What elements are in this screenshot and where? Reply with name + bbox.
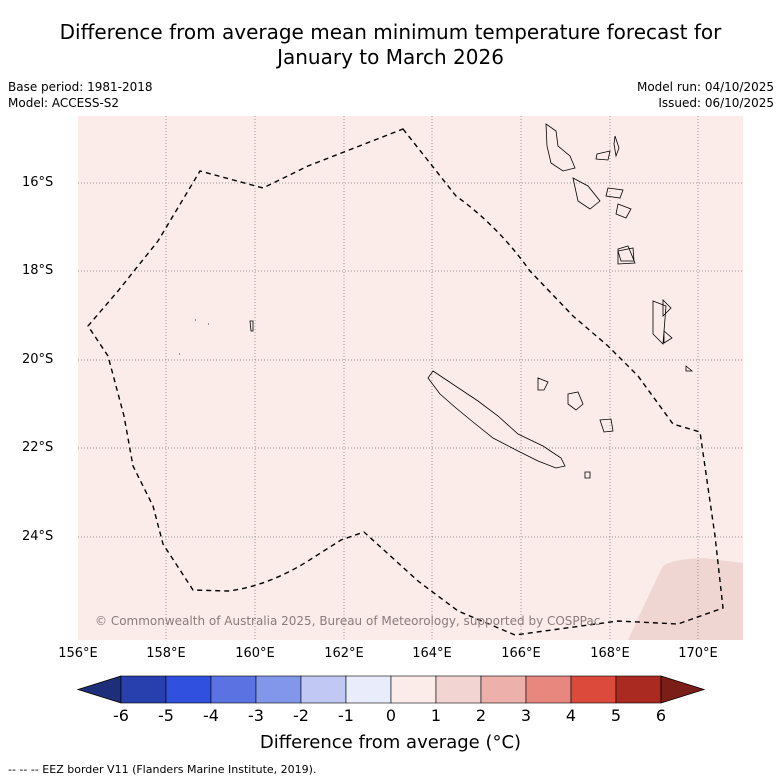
colorbar-segment [570, 675, 617, 704]
lat-tick: 24°S [22, 529, 54, 544]
colorbar [76, 675, 706, 704]
copyright-notice: © Commonwealth of Australia 2025, Bureau… [95, 614, 601, 628]
map-background [78, 116, 743, 640]
colorbar-segment [480, 675, 527, 704]
model-name: Model: ACCESS-S2 [8, 96, 120, 110]
coastlines [179, 123, 694, 479]
colorbar-segment [390, 675, 437, 704]
colorbar-low-extend [76, 675, 122, 704]
new-caledonia-coast [427, 370, 566, 469]
lon-tick: 160°E [235, 646, 275, 661]
colorbar-tick: -6 [113, 706, 129, 725]
eez-border [87, 128, 724, 636]
base-period: Base period: 1981-2018 [8, 80, 153, 94]
graticule [78, 116, 743, 640]
colorbar-segment [210, 675, 257, 704]
colorbar-segment [525, 675, 572, 704]
colorbar-tick: 1 [430, 706, 442, 725]
eez-legend-note: -- -- -- EEZ border V11 (Flanders Marine… [8, 763, 317, 776]
lon-tick: 158°E [146, 646, 186, 661]
lon-tick: 166°E [501, 646, 541, 661]
title-line-1: Difference from average mean minimum tem… [59, 20, 722, 44]
lon-tick: 170°E [678, 646, 718, 661]
colorbar-tick: 2 [475, 706, 487, 725]
lon-tick: 162°E [324, 646, 364, 661]
model-run: Model run: 04/10/2025 [636, 80, 774, 94]
colorbar-tick: -1 [338, 706, 354, 725]
colorbar-tick: 4 [565, 706, 577, 725]
small-islands [179, 319, 254, 355]
lon-tick: 156°E [58, 646, 98, 661]
colorbar-segment [120, 675, 167, 704]
colorbar-tick: -2 [293, 706, 309, 725]
colorbar-tick: -4 [203, 706, 219, 725]
vanuatu-islands [545, 123, 694, 372]
colorbar-tick: 6 [655, 706, 667, 725]
colorbar-tick: -3 [248, 706, 264, 725]
title-line-2: January to March 2026 [277, 45, 504, 69]
colorbar-high-extend [660, 675, 706, 704]
lon-tick: 168°E [590, 646, 630, 661]
lon-tick: 164°E [412, 646, 452, 661]
lat-tick: 18°S [22, 263, 54, 278]
colorbar-segment [255, 675, 302, 704]
colorbar-label: Difference from average (°C) [259, 732, 522, 753]
lat-tick: 20°S [22, 352, 54, 367]
loyalty-islands [537, 377, 614, 479]
warmer-anomaly-region [628, 558, 743, 640]
lat-tick: 16°S [22, 175, 54, 190]
colorbar-segment [435, 675, 482, 704]
colorbar-tick: 5 [610, 706, 622, 725]
colorbar-segment [615, 675, 662, 704]
colorbar-tick: 0 [385, 706, 397, 725]
colorbar-tick: 3 [520, 706, 532, 725]
lat-tick: 22°S [22, 440, 54, 455]
map-panel [78, 116, 743, 640]
colorbar-segment [345, 675, 392, 704]
issued-date: Issued: 06/10/2025 [658, 96, 774, 110]
colorbar-tick: -5 [158, 706, 174, 725]
colorbar-segment [165, 675, 212, 704]
colorbar-segment [300, 675, 347, 704]
